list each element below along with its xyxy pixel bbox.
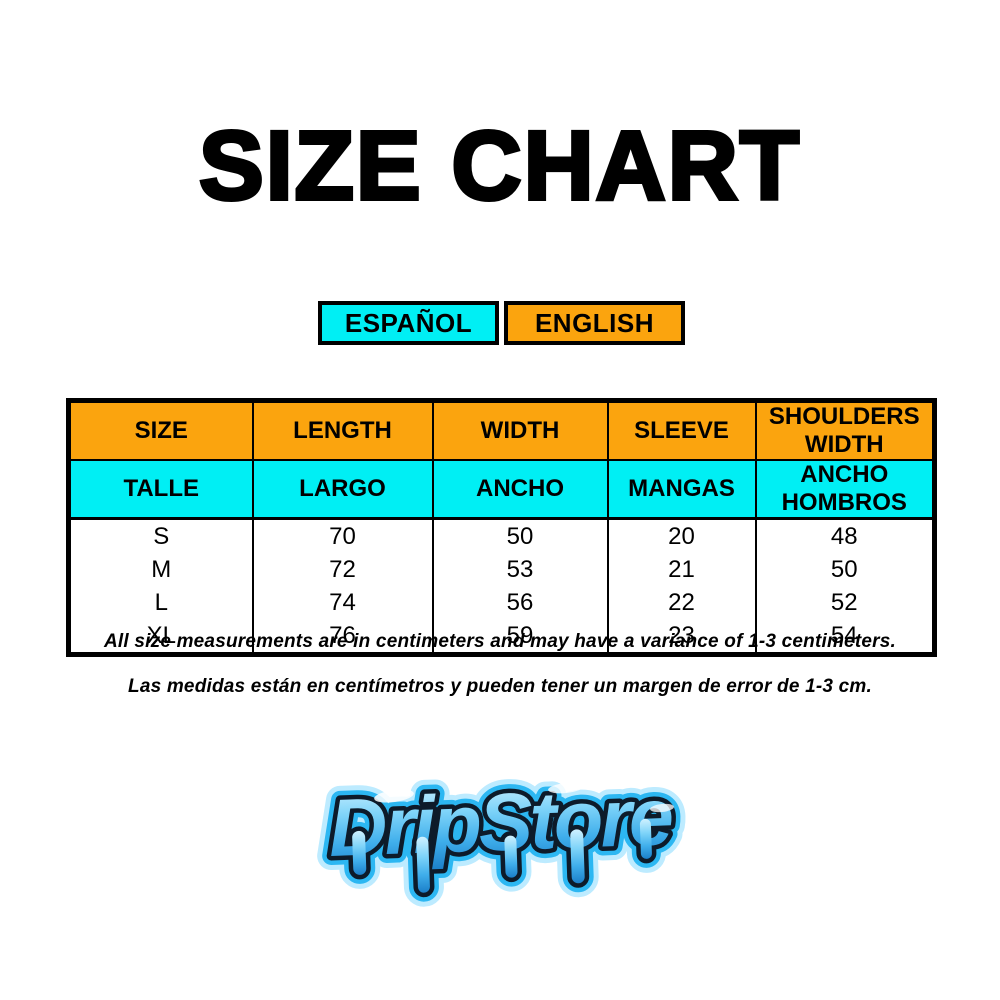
header-cell-ancho-hombros: ANCHO HOMBROS xyxy=(754,460,936,520)
tab-espanol[interactable]: ESPAÑOL xyxy=(318,301,499,345)
cell-size: XL xyxy=(67,619,254,655)
cell-length: 74 xyxy=(251,586,434,619)
cell-size: M xyxy=(67,553,254,586)
cell-width: 50 xyxy=(431,518,609,553)
header-cell-talle: TALLE xyxy=(67,460,254,520)
table-row-l: L 74 56 22 52 xyxy=(67,586,936,619)
table-header-row-spanish: TALLE LARGO ANCHO MANGAS ANCHO HOMBROS xyxy=(67,460,936,520)
tab-english[interactable]: ENGLISH xyxy=(504,301,685,345)
header-cell-width: WIDTH xyxy=(431,400,609,461)
cell-width: 53 xyxy=(431,553,609,586)
language-tab-bar: ESPAÑOL ENGLISH xyxy=(318,301,685,345)
logo-highlight xyxy=(650,803,674,813)
cell-sleeve: 20 xyxy=(606,518,757,553)
cell-width: 59 xyxy=(431,619,609,655)
cell-length: 70 xyxy=(251,518,434,553)
cell-sleeve: 23 xyxy=(606,619,757,655)
cell-sleeve: 22 xyxy=(606,586,757,619)
cell-shoulders: 54 xyxy=(754,619,936,655)
table-row-s: S 70 50 20 48 xyxy=(67,518,936,553)
cell-length: 72 xyxy=(251,553,434,586)
cell-length: 76 xyxy=(251,619,434,655)
page-title: SIZE CHART xyxy=(197,111,801,220)
header-cell-largo: LARGO xyxy=(251,460,434,520)
cell-width: 56 xyxy=(431,586,609,619)
table-row-xl: XL 76 59 23 54 xyxy=(67,619,936,655)
disclaimer-english: All size measurements are in centimeters… xyxy=(104,631,896,652)
table-header-row-english: SIZE LENGTH WIDTH SLEEVE SHOULDERS WIDTH xyxy=(67,400,936,461)
logo-highlight xyxy=(548,782,584,794)
tab-espanol-label: ESPAÑOL xyxy=(344,307,473,338)
cell-sleeve: 21 xyxy=(606,553,757,586)
cell-shoulders: 48 xyxy=(754,518,936,553)
logo-highlight xyxy=(374,789,414,803)
dripstore-logo-svg: DripStore xyxy=(266,740,734,915)
header-cell-size: SIZE xyxy=(67,400,254,461)
cell-shoulders: 50 xyxy=(754,553,936,586)
page-title-container: SIZE CHART xyxy=(0,108,1000,223)
disclaimer-spanish: Las medidas están en centímetros y puede… xyxy=(128,676,872,697)
cell-size: L xyxy=(67,586,254,619)
size-table: SIZE LENGTH WIDTH SLEEVE SHOULDERS WIDTH… xyxy=(66,398,937,657)
cell-shoulders: 52 xyxy=(754,586,936,619)
tab-english-label: ENGLISH xyxy=(534,307,655,338)
cell-size: S xyxy=(67,518,254,553)
header-cell-ancho: ANCHO xyxy=(431,460,609,520)
table-row-m: M 72 53 21 50 xyxy=(67,553,936,586)
header-cell-sleeve: SLEEVE xyxy=(606,400,757,461)
dripstore-logo: DripStore xyxy=(266,740,734,915)
header-cell-length: LENGTH xyxy=(251,400,434,461)
header-cell-shoulders-width: SHOULDERS WIDTH xyxy=(754,400,936,461)
header-cell-mangas: MANGAS xyxy=(606,460,757,520)
